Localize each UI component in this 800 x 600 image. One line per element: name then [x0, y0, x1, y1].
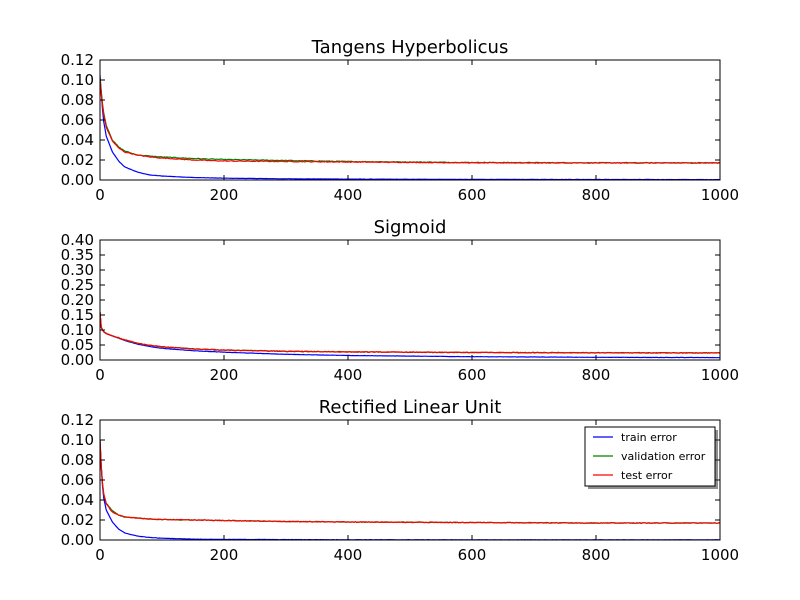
- x-tick-label: 200: [210, 366, 239, 384]
- y-tick-label: 0.12: [61, 411, 94, 429]
- x-tick-label: 600: [458, 366, 487, 384]
- x-tick-label: 800: [582, 366, 611, 384]
- x-tick-label: 1000: [701, 186, 739, 204]
- chart-sigmoid: Sigmoid 0 200 400 600 800 1000 0.000.050.100.1…: [61, 217, 740, 384]
- x-tick-label: 800: [582, 186, 611, 204]
- y-tick-label: 0.15: [61, 306, 94, 324]
- x-tick-label: 600: [458, 546, 487, 564]
- y-tick-label: 0.10: [61, 431, 94, 449]
- chart-title: Tangens Hyperbolicus: [311, 37, 509, 58]
- x-tick-label: 1000: [701, 546, 739, 564]
- y-tick-label: 0.25: [61, 276, 94, 294]
- y-tick-label: 0.04: [61, 131, 94, 149]
- series-line-test-error: [100, 439, 720, 524]
- y-tick-label: 0.10: [61, 71, 94, 89]
- x-tick-label: 400: [334, 546, 363, 564]
- y-tick-label: 0.00: [61, 531, 94, 549]
- legend-label: train error: [621, 431, 677, 444]
- x-tick-label: 200: [210, 546, 239, 564]
- y-tick-label: 0.30: [61, 261, 94, 279]
- y-tick-label: 0.02: [61, 151, 94, 169]
- y-tick-label: 0.06: [61, 111, 94, 129]
- y-tick-label: 0.40: [61, 231, 94, 249]
- series-line-test-error: [100, 311, 720, 354]
- y-tick-label: 0.10: [61, 321, 94, 339]
- x-tick-label: 1000: [701, 366, 739, 384]
- y-tick-label: 0.05: [61, 336, 94, 354]
- chart-title: Sigmoid: [374, 217, 447, 238]
- x-tick-label: 800: [582, 546, 611, 564]
- x-tick-label: 400: [334, 186, 363, 204]
- chart-relu: Rectified Linear Unit 0 200 400 600 800 1000 0…: [61, 397, 740, 564]
- series-line-train-error: [100, 311, 720, 359]
- legend: train error validation error test error: [584, 426, 718, 489]
- y-tick-label: 0.08: [61, 91, 94, 109]
- y-tick-label: 0.08: [61, 451, 94, 469]
- y-tick-label: 0.04: [61, 491, 94, 509]
- y-tick-label: 0.00: [61, 351, 94, 369]
- y-tick-label: 0.35: [61, 246, 94, 264]
- legend-label: validation error: [621, 450, 706, 463]
- x-tick-label: 600: [458, 186, 487, 204]
- chart-tanh: Tangens Hyperbolicus 0 200 400 600 800 1000 0.…: [61, 37, 740, 204]
- series-group: [100, 311, 720, 359]
- chart-title: Rectified Linear Unit: [319, 397, 502, 418]
- y-tick-label: 0.20: [61, 291, 94, 309]
- y-tick-label: 0.12: [61, 51, 94, 69]
- x-tick-label: 0: [95, 366, 105, 384]
- series-line-test-error: [100, 79, 720, 165]
- x-tick-label: 0: [95, 546, 105, 564]
- y-tick-label: 0.02: [61, 511, 94, 529]
- y-tick-label: 0.06: [61, 471, 94, 489]
- x-tick-label: 200: [210, 186, 239, 204]
- x-tick-label: 400: [334, 366, 363, 384]
- x-tick-label: 0: [95, 186, 105, 204]
- y-tick-label: 0.00: [61, 171, 94, 189]
- legend-label: test error: [621, 469, 673, 482]
